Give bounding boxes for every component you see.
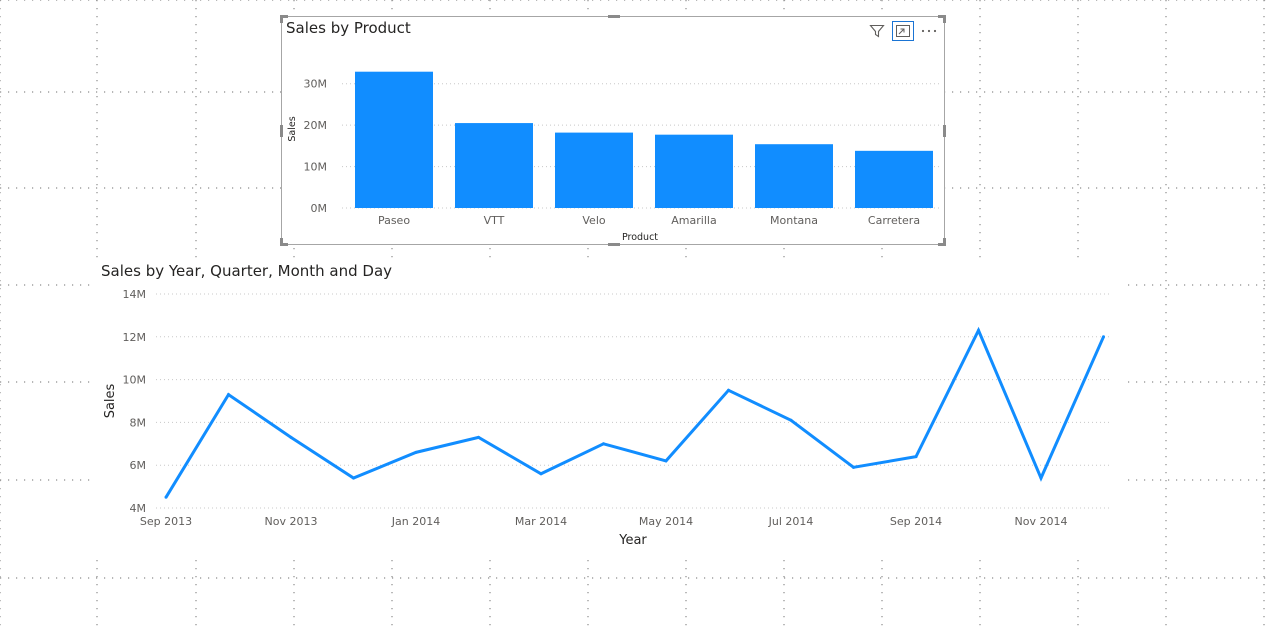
line-point	[539, 472, 543, 476]
bar-x-axis-title: Product	[622, 232, 658, 243]
bar-y-tick-label: 30M	[304, 78, 328, 91]
visual-header	[866, 21, 940, 41]
resize-handle-left[interactable]	[280, 125, 283, 137]
line-point	[414, 450, 418, 454]
line-point	[1102, 335, 1105, 339]
resize-handle-bottom-left[interactable]	[280, 243, 288, 246]
line-point	[1039, 476, 1043, 480]
line-point	[289, 435, 293, 439]
bar-amarilla	[655, 134, 733, 208]
line-y-tick-label: 4M	[130, 502, 147, 515]
line-x-tick-label: May 2014	[639, 515, 693, 528]
bar-y-tick-label: 0M	[311, 202, 328, 215]
line-y-axis-title: Sales	[103, 383, 118, 418]
bar-x-tick-label: Montana	[770, 214, 818, 227]
line-x-tick-label: Jan 2014	[391, 515, 440, 528]
resize-handle-top-right-v[interactable]	[943, 15, 946, 23]
sales-line-series	[164, 326, 1105, 499]
bar-x-tick-label: Paseo	[378, 214, 410, 227]
bar-x-tick-label: Velo	[582, 214, 605, 227]
resize-handle-bottom-right-v[interactable]	[943, 238, 946, 246]
resize-handle-bottom[interactable]	[608, 243, 620, 246]
line-x-tick-label: Sep 2014	[890, 515, 942, 528]
line-x-axis-title: Year	[618, 533, 647, 548]
line-point	[602, 442, 605, 446]
bar-paseo	[355, 71, 433, 208]
line-x-tick-label: Mar 2014	[515, 515, 567, 528]
line-y-tick-label: 14M	[123, 288, 147, 301]
line-x-tick-label: Nov 2014	[1015, 515, 1068, 528]
line-x-tick-label: Sep 2013	[140, 515, 192, 528]
resize-handle-bottom-left-v[interactable]	[280, 238, 283, 246]
bar-y-axis-title: Sales	[287, 116, 298, 141]
line-point	[852, 465, 855, 469]
bar-carretera	[855, 150, 933, 208]
line-point	[914, 455, 918, 459]
line-point	[164, 495, 168, 499]
line-x-tick-label: Jul 2014	[768, 515, 814, 528]
resize-handle-top-left-v[interactable]	[280, 15, 283, 23]
sales-by-product-visual[interactable]: Sales by Product 0M 10M 20M 30M Paseo VTT Velo…	[280, 15, 946, 246]
line-y-tick-label: 6M	[130, 459, 147, 472]
resize-handle-top[interactable]	[608, 15, 620, 18]
line-y-tick-label: 10M	[123, 374, 147, 387]
bar-vtt	[455, 123, 533, 208]
line-point	[727, 388, 730, 392]
bar-montana	[755, 144, 833, 208]
bar-chart-title: Sales by Product	[286, 19, 411, 37]
line-y-tick-label: 12M	[123, 331, 147, 344]
sales-by-date-visual[interactable]: Sales by Year, Quarter, Month and Day 4M…	[96, 258, 1126, 558]
bar-y-tick-label: 10M	[304, 161, 328, 174]
bar-velo	[555, 132, 633, 208]
line-point	[352, 476, 355, 480]
line-point	[477, 435, 480, 439]
line-chart-plot: 4M 6M 8M 10M 12M 14M Sep 2013 Nov 2013 Jan 2014 M…	[103, 288, 1111, 548]
resize-handle-bottom-right[interactable]	[938, 243, 946, 246]
bar-y-tick-label: 20M	[304, 119, 328, 132]
line-chart-title: Sales by Year, Quarter, Month and Day	[101, 262, 393, 280]
line-point	[977, 328, 980, 332]
more-options-icon[interactable]	[918, 21, 940, 41]
filter-icon[interactable]	[866, 21, 888, 41]
bar-x-tick-label: Carretera	[868, 214, 920, 227]
bar-chart-plot: 0M 10M 20M 30M Paseo VTT Velo Amarilla Montana Ca…	[287, 71, 942, 243]
resize-handle-top-left[interactable]	[280, 15, 288, 18]
bar-x-tick-label: VTT	[484, 214, 505, 227]
line-x-tick-label: Nov 2013	[265, 515, 318, 528]
bar-x-tick-label: Amarilla	[671, 214, 716, 227]
resize-handle-top-right[interactable]	[938, 15, 946, 18]
line-point	[227, 393, 230, 397]
resize-handle-right[interactable]	[943, 125, 946, 137]
line-y-tick-label: 8M	[130, 416, 147, 429]
line-point	[664, 459, 668, 463]
line-point	[789, 418, 793, 422]
focus-mode-icon[interactable]	[892, 21, 914, 41]
